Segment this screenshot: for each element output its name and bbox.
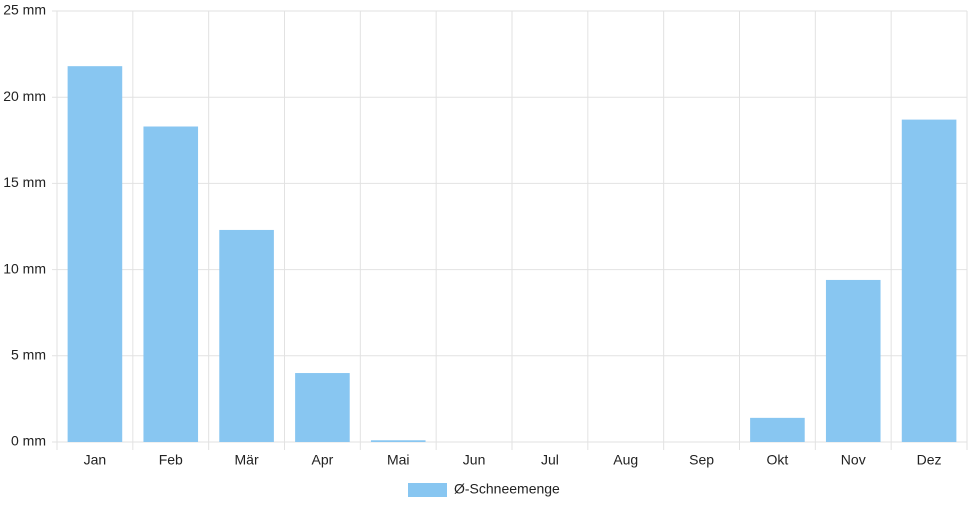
bar bbox=[901, 119, 957, 442]
legend-label: Ø-Schneemenge bbox=[454, 481, 560, 497]
x-tick-label: Mär bbox=[235, 452, 259, 468]
y-tick-label: 5 mm bbox=[11, 347, 46, 363]
x-tick-label: Jan bbox=[84, 452, 107, 468]
legend-swatch bbox=[408, 483, 447, 497]
x-tick-label: Jul bbox=[541, 452, 559, 468]
y-tick-label: 25 mm bbox=[3, 2, 46, 18]
x-tick-label: Nov bbox=[841, 452, 866, 468]
x-tick-label: Jun bbox=[463, 452, 486, 468]
bar bbox=[67, 66, 123, 442]
y-tick-label: 20 mm bbox=[3, 88, 46, 104]
x-tick-label: Okt bbox=[767, 452, 789, 468]
x-tick-label: Mai bbox=[387, 452, 410, 468]
bar bbox=[370, 440, 426, 442]
bar bbox=[295, 373, 350, 442]
x-tick-label: Aug bbox=[613, 452, 638, 468]
bar bbox=[219, 229, 274, 442]
y-tick-label: 0 mm bbox=[11, 433, 46, 449]
x-tick-label: Dez bbox=[917, 452, 942, 468]
x-tick-label: Apr bbox=[312, 452, 334, 468]
x-tick-label: Feb bbox=[159, 452, 183, 468]
y-tick-label: 15 mm bbox=[3, 174, 46, 190]
bar bbox=[825, 279, 881, 442]
x-tick-label: Sep bbox=[689, 452, 714, 468]
y-tick-label: 10 mm bbox=[3, 260, 46, 276]
bar bbox=[143, 126, 199, 443]
bar bbox=[750, 417, 805, 442]
